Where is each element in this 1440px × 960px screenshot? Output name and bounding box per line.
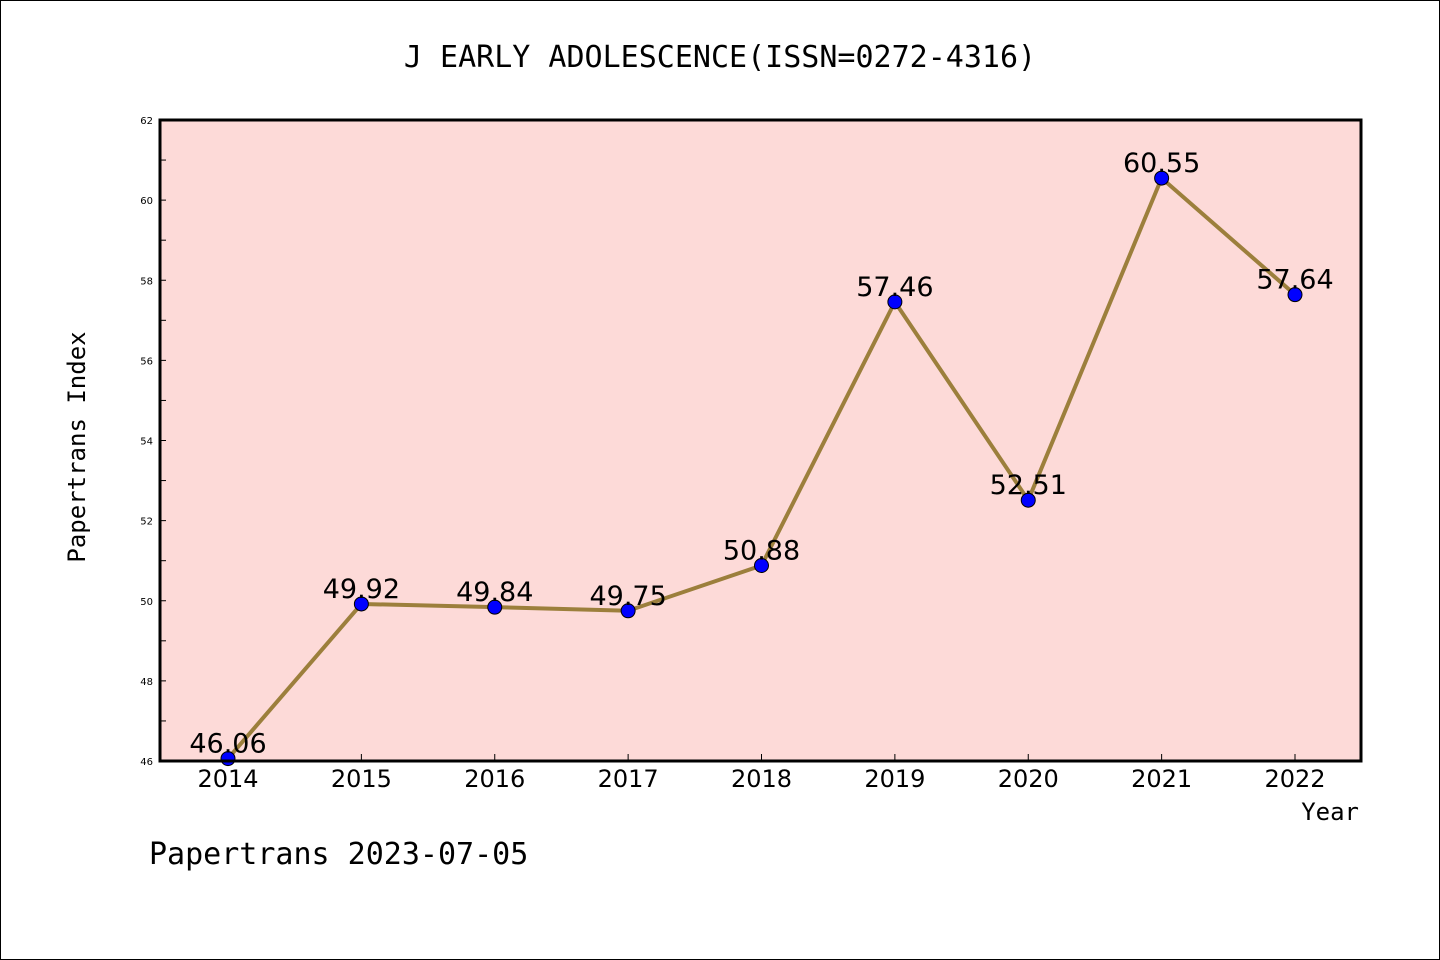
x-tick-label: 2017 <box>598 765 659 793</box>
x-tick-label: 2016 <box>464 765 525 793</box>
y-tick-label: 62 <box>140 116 153 127</box>
plot-border <box>158 118 1363 763</box>
data-label: 46.06 <box>189 729 266 760</box>
data-point <box>1154 170 1170 186</box>
x-tick-label: 2021 <box>1131 765 1192 793</box>
y-tick-label: 56 <box>140 356 153 367</box>
data-label: 60.55 <box>1123 148 1200 179</box>
y-axis: 46 48 50 52 54 56 58 60 62 <box>140 116 166 768</box>
data-point <box>754 557 769 573</box>
y-tick-label: 54 <box>140 437 153 448</box>
data-label: 50.88 <box>723 535 800 566</box>
x-tick-label: 2020 <box>998 765 1059 793</box>
data-label: 57.46 <box>856 272 933 303</box>
series-group <box>220 170 1303 767</box>
y-tick-label: 58 <box>140 276 153 287</box>
data-label: 57.64 <box>1256 265 1333 296</box>
data-point <box>620 603 636 619</box>
x-axis: 2014 2015 2016 2017 2018 2019 2020 2021 2022 <box>197 754 1326 793</box>
data-label: 49.92 <box>323 574 400 605</box>
x-tick-label: 2015 <box>331 765 392 793</box>
x-tick-label: 2014 <box>197 765 258 793</box>
x-tick-label: 2018 <box>731 765 792 793</box>
y-tick-label: 46 <box>140 757 153 768</box>
y-tick-label: 48 <box>140 677 153 688</box>
data-point <box>1287 287 1303 303</box>
chart-title: J EARLY ADOLESCENCE(ISSN=0272-4316) <box>404 40 1036 75</box>
data-point <box>887 294 903 310</box>
footer-text: Papertrans 2023-07-05 <box>149 837 528 872</box>
data-point <box>487 599 503 615</box>
plot-area <box>160 120 1361 761</box>
data-label: 52.51 <box>990 470 1067 501</box>
y-tick-label: 52 <box>140 517 153 528</box>
data-point <box>353 596 369 612</box>
y-tick-label: 60 <box>140 196 153 207</box>
data-labels: 46.06 49.92 49.84 49.75 50.88 57.46 52.51 60.55… <box>189 148 1333 760</box>
x-axis-label: Year <box>1301 798 1359 826</box>
x-tick-label: 2022 <box>1264 765 1325 793</box>
x-tick-label: 2019 <box>864 765 925 793</box>
y-axis-label: Papertrans Index <box>63 331 91 562</box>
data-label: 49.75 <box>589 581 666 612</box>
y-tick-label: 50 <box>140 597 153 608</box>
data-point <box>1020 492 1036 508</box>
data-label: 49.84 <box>456 577 533 608</box>
